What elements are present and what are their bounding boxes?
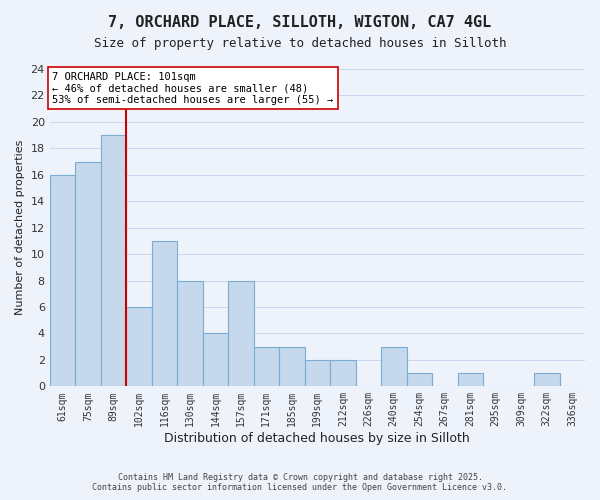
Bar — [381, 346, 407, 387]
Text: Size of property relative to detached houses in Silloth: Size of property relative to detached ho… — [94, 38, 506, 51]
X-axis label: Distribution of detached houses by size in Silloth: Distribution of detached houses by size … — [164, 432, 470, 445]
Bar — [458, 373, 483, 386]
Bar — [254, 346, 279, 387]
Bar — [407, 373, 432, 386]
Bar — [50, 175, 75, 386]
Text: Contains HM Land Registry data © Crown copyright and database right 2025.
Contai: Contains HM Land Registry data © Crown c… — [92, 473, 508, 492]
Text: 7, ORCHARD PLACE, SILLOTH, WIGTON, CA7 4GL: 7, ORCHARD PLACE, SILLOTH, WIGTON, CA7 4… — [109, 15, 491, 30]
Bar — [101, 135, 126, 386]
Bar — [279, 346, 305, 387]
Bar — [534, 373, 560, 386]
Bar — [330, 360, 356, 386]
Text: 7 ORCHARD PLACE: 101sqm
← 46% of detached houses are smaller (48)
53% of semi-de: 7 ORCHARD PLACE: 101sqm ← 46% of detache… — [52, 72, 334, 105]
Bar — [152, 241, 177, 386]
Bar — [126, 307, 152, 386]
Bar — [177, 280, 203, 386]
Bar — [228, 280, 254, 386]
Y-axis label: Number of detached properties: Number of detached properties — [15, 140, 25, 316]
Bar — [305, 360, 330, 386]
Bar — [203, 334, 228, 386]
Bar — [75, 162, 101, 386]
